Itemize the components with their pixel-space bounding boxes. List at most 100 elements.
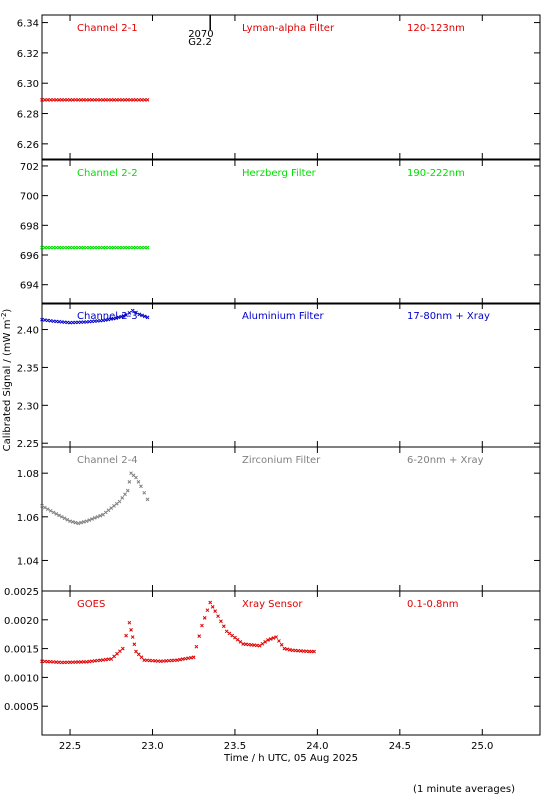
data-point <box>103 318 108 322</box>
data-point <box>127 480 132 484</box>
data-point <box>125 488 130 493</box>
y-tick-label: 698 <box>20 221 39 232</box>
data-point <box>189 655 193 660</box>
data-point <box>127 310 132 315</box>
data-point <box>142 245 147 250</box>
data-point <box>145 98 150 102</box>
data-point <box>134 475 138 480</box>
panel-4: 1.04 1.06 1.08 Channel 2-4 Zirconium Filter 6… <box>17 446 541 592</box>
y-tick-label: 0.0025 <box>4 587 39 598</box>
data-point <box>45 318 50 323</box>
data-point <box>62 245 67 250</box>
data-point <box>43 318 47 322</box>
data-point <box>51 245 56 250</box>
data-point <box>70 98 75 102</box>
y-tick-label: 696 <box>20 251 39 262</box>
data-point <box>95 658 100 663</box>
data-point <box>109 98 114 102</box>
filter-label: Herzberg Filter <box>242 168 317 179</box>
data-point <box>117 98 122 102</box>
data-point <box>90 659 94 664</box>
data-point <box>139 484 143 489</box>
y-tick-label: 694 <box>20 281 39 292</box>
band-label: 17-80nm + Xray <box>407 311 490 322</box>
y-tick-label: 1.04 <box>17 556 39 567</box>
data-point <box>186 656 191 661</box>
data-point <box>84 98 89 102</box>
data-point <box>183 656 188 661</box>
data-point <box>255 643 259 648</box>
data-point <box>87 518 92 522</box>
data-point <box>124 633 128 638</box>
data-point <box>48 508 53 513</box>
data-point <box>43 505 47 510</box>
data-point <box>45 507 50 512</box>
data-point <box>51 98 56 102</box>
data-point <box>120 245 125 250</box>
data-point <box>45 245 50 250</box>
marker-label: 2070 <box>188 29 213 40</box>
data-point <box>114 245 119 250</box>
data-point <box>197 634 202 638</box>
y-tick-label: 2.25 <box>17 439 39 450</box>
data-point <box>118 649 122 654</box>
data-point <box>92 516 97 520</box>
data-point <box>129 628 133 632</box>
x-tick-label: 23.5 <box>224 741 246 752</box>
data-point <box>123 492 127 497</box>
data-point <box>210 604 215 609</box>
x-tick-label: 25.0 <box>471 741 493 752</box>
channel-label: Channel 2-2 <box>77 168 138 179</box>
data-point <box>98 98 103 102</box>
data-point <box>95 319 100 323</box>
data-point <box>101 318 105 323</box>
data-point <box>246 642 251 647</box>
y-tick-label: 702 <box>20 162 39 173</box>
data-point <box>79 98 83 102</box>
data-point <box>137 312 142 317</box>
filter-label: Aluminium Filter <box>242 311 325 322</box>
data-point <box>106 317 111 322</box>
data-point <box>81 520 86 524</box>
data-point <box>142 490 147 495</box>
x-tick-label: 24.5 <box>389 741 411 752</box>
panel-3: 2.25 2.30 2.35 2.40 Channel 2-3 Aluminium Fil… <box>17 302 541 450</box>
data-point <box>219 619 223 624</box>
data-point <box>90 319 94 324</box>
y-tick-label: 6.34 <box>17 19 39 30</box>
data-point <box>54 245 59 250</box>
data-point <box>145 497 150 502</box>
panel-frame <box>41 159 541 305</box>
data-point <box>241 642 246 646</box>
y-tick-label: 0.0020 <box>4 616 39 627</box>
data-point <box>112 654 116 659</box>
data-point <box>65 245 70 250</box>
channel-label: Channel 2-1 <box>77 23 138 34</box>
data-point <box>175 658 180 662</box>
data-point <box>70 520 75 524</box>
data-point <box>68 98 72 102</box>
data-point <box>134 245 138 250</box>
data-point <box>263 640 268 644</box>
data-point <box>73 520 78 525</box>
data-point <box>87 319 92 324</box>
panel-2: 694 696 698 700 702 Channel 2-2 Herzberg Filte… <box>20 159 541 305</box>
data-point <box>98 658 103 663</box>
y-tick-label: 2.40 <box>17 326 39 337</box>
data-point <box>130 308 135 313</box>
panel-frame <box>41 446 541 592</box>
data-point <box>106 657 111 662</box>
data-point <box>134 649 138 654</box>
data-point <box>62 320 67 325</box>
data-point <box>101 245 105 250</box>
data-point <box>48 98 53 102</box>
series-points <box>40 98 150 102</box>
x-tick-label: 22.5 <box>59 741 81 752</box>
data-point <box>95 245 100 250</box>
y-tick-label: 2.30 <box>17 401 39 412</box>
data-point <box>249 643 254 647</box>
data-point <box>59 514 64 519</box>
data-point <box>216 614 220 619</box>
data-point <box>87 659 92 664</box>
data-point <box>62 98 67 102</box>
